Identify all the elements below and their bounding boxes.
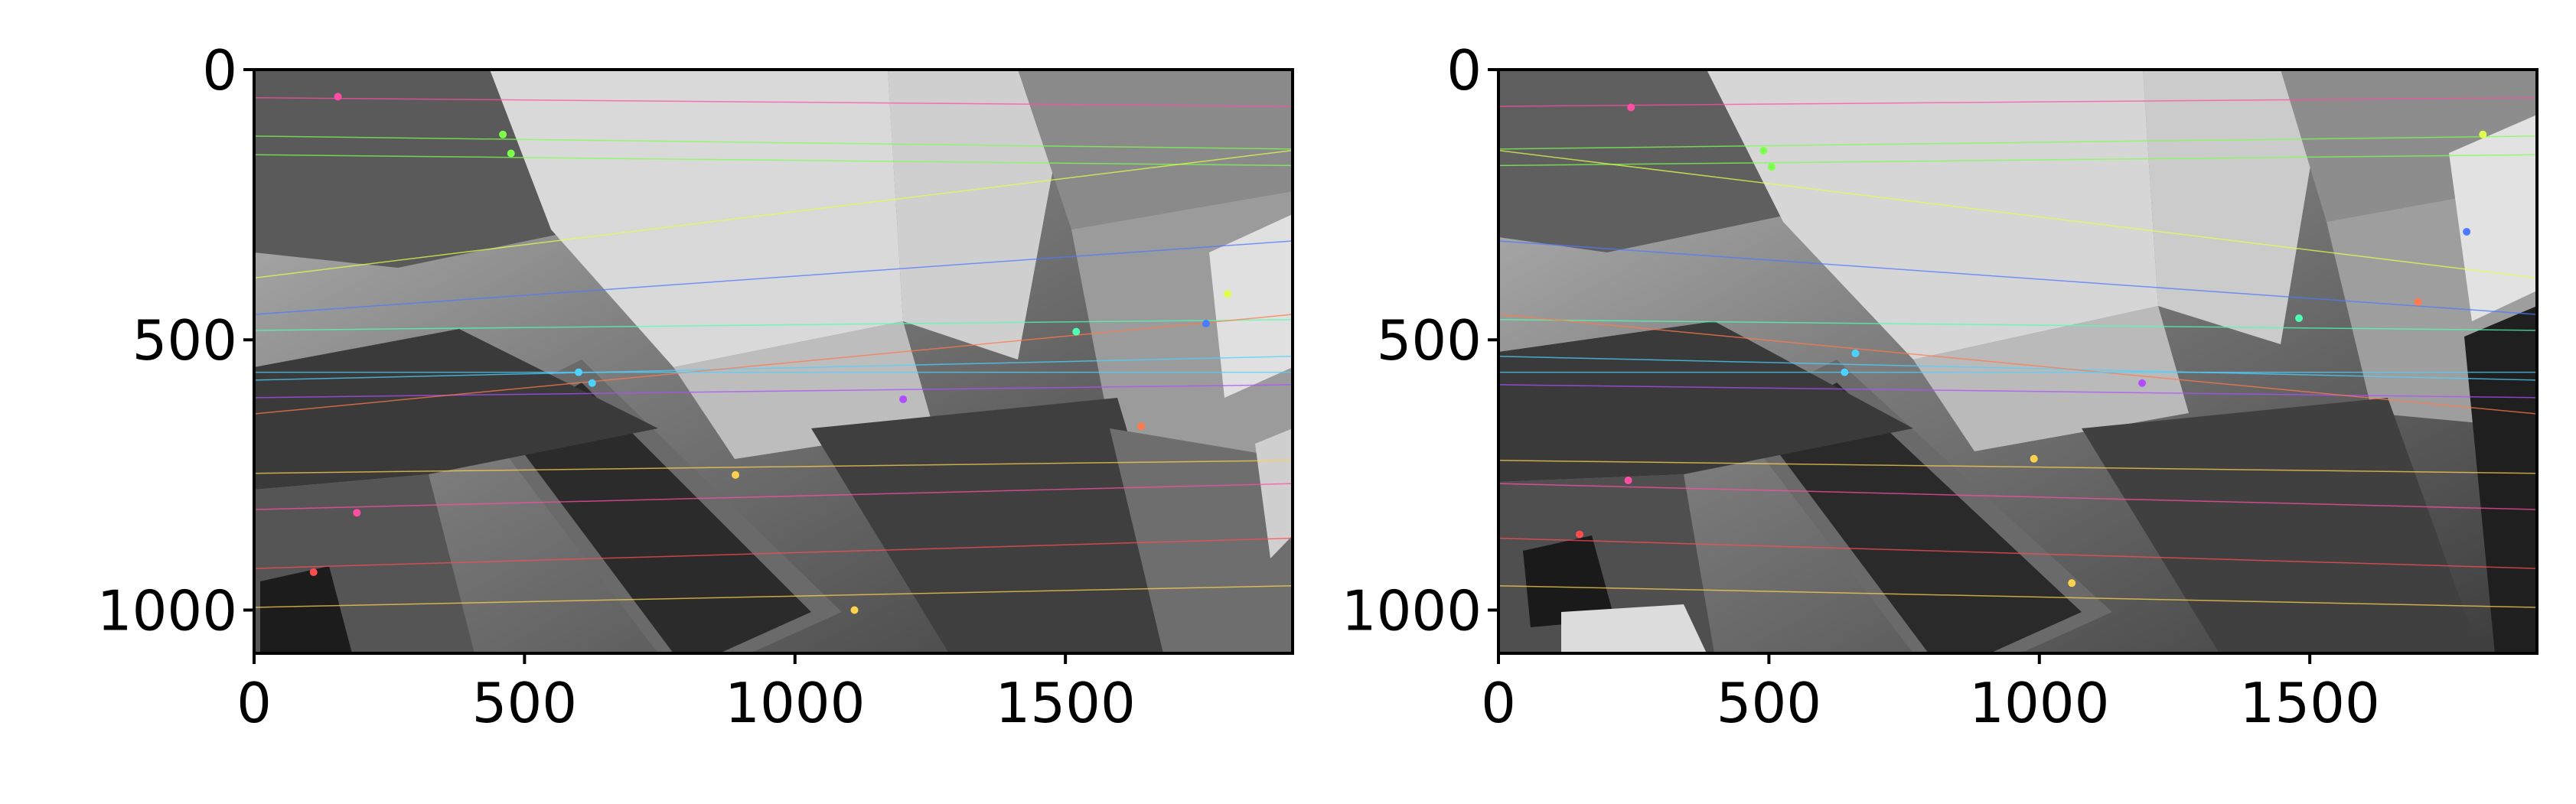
left-match-lines (254, 96, 1293, 608)
left-match-line (254, 154, 1293, 167)
left-match-line (254, 356, 1293, 381)
right-keypoint (1841, 368, 1849, 376)
right-panel: 0 500 1000 1500 0 500 1000 (1342, 38, 2539, 735)
left-x-tick-label: 1500 (996, 671, 1136, 735)
right-match-line (1498, 135, 2537, 150)
left-keypoint (1202, 320, 1210, 328)
left-y-tick-label: 1000 (97, 578, 237, 643)
right-x-tick-label: 1000 (1969, 671, 2109, 735)
right-match-line (1498, 149, 2537, 279)
left-keypoint (588, 379, 596, 387)
right-keypoint (2295, 314, 2304, 322)
right-keypoint (1576, 530, 1584, 539)
right-match-line (1498, 537, 2537, 569)
left-match-line (254, 537, 1293, 569)
right-x-axis: 0 500 1000 1500 (1481, 653, 2380, 735)
right-keypoint (2138, 379, 2147, 387)
left-match-line (254, 584, 1293, 608)
left-match-line (254, 318, 1293, 331)
left-x-tick-label: 0 (236, 671, 272, 735)
right-keypoint (1624, 476, 1632, 484)
right-keypoint (2479, 130, 2487, 138)
left-keypoint (507, 149, 515, 158)
right-match-line (1498, 356, 2537, 381)
left-keypoint (732, 470, 740, 479)
left-match-line (254, 460, 1293, 474)
right-match-line (1498, 154, 2537, 167)
right-y-tick-label: 0 (1446, 38, 1482, 103)
right-y-tick-label: 500 (1377, 308, 1482, 373)
left-keypoints (309, 93, 1232, 614)
right-x-tick-label: 1500 (2240, 671, 2380, 735)
left-y-tick-label: 500 (132, 308, 237, 373)
right-x-tick-label: 0 (1481, 671, 1516, 735)
left-keypoint (1072, 327, 1081, 336)
left-keypoint (1137, 422, 1146, 431)
right-photo (1498, 70, 2537, 653)
right-x-tick-label: 500 (1717, 671, 1821, 735)
right-match-line (1498, 483, 2537, 510)
left-y-axis: 0 500 1000 (97, 38, 254, 643)
right-match-line (1498, 314, 2537, 415)
right-match-line (1498, 384, 2537, 399)
right-match-line (1498, 318, 2537, 331)
left-keypoint (334, 93, 342, 101)
left-keypoint (899, 395, 908, 403)
left-match-line (254, 135, 1293, 150)
right-match-line (1498, 584, 2537, 608)
left-photo (254, 70, 1293, 653)
right-match-lines (1498, 96, 2537, 608)
right-match-line (1498, 240, 2537, 315)
right-keypoint (1627, 103, 1635, 112)
left-match-line (254, 240, 1293, 315)
right-y-axis: 0 500 1000 (1342, 38, 1498, 643)
left-keypoint (353, 509, 361, 517)
right-keypoint (2463, 227, 2471, 236)
right-keypoint (1851, 349, 1860, 357)
left-keypoint (499, 130, 507, 138)
right-y-tick-label: 1000 (1342, 578, 1482, 643)
left-keypoint (850, 606, 859, 614)
right-keypoints (1576, 103, 2487, 588)
left-x-tick-label: 1000 (725, 671, 865, 735)
left-match-line (254, 149, 1293, 279)
left-panel: 0 500 1000 1500 0 500 1000 (97, 38, 1294, 735)
left-axes-frame (253, 68, 1294, 655)
left-match-line (254, 96, 1293, 107)
right-match-line (1498, 96, 2537, 107)
left-keypoint (1224, 290, 1232, 298)
right-match-line (1498, 460, 2537, 474)
right-keypoint (1767, 163, 1775, 171)
right-axes-frame (1497, 68, 2539, 655)
left-match-line (254, 483, 1293, 510)
left-y-tick-label: 0 (202, 38, 237, 103)
left-keypoint (575, 368, 583, 376)
left-keypoint (309, 568, 318, 577)
left-x-axis: 0 500 1000 1500 (236, 653, 1136, 735)
right-keypoint (2030, 454, 2038, 463)
right-keypoint (2414, 298, 2422, 306)
left-match-line (254, 314, 1293, 415)
left-match-line (254, 384, 1293, 399)
right-keypoint (2068, 579, 2076, 588)
right-keypoint (1759, 146, 1768, 155)
left-x-tick-label: 500 (472, 671, 577, 735)
